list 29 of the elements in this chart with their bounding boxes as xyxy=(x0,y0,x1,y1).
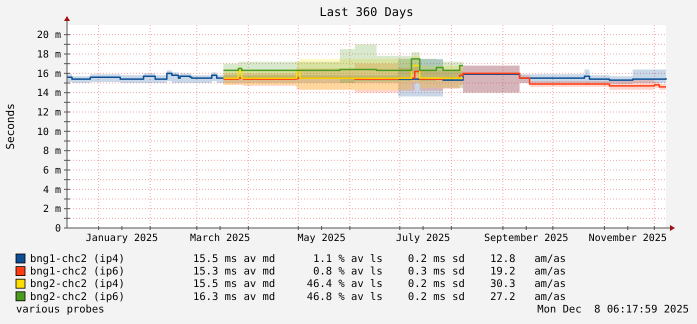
text: Mon Dec 8 06:17:59 2025 xyxy=(537,303,689,316)
legend-label: bng2-chc2 (ip6) xyxy=(30,290,125,303)
text: 15.5 ms av md 46.4 % av ls 0.2 ms sd 30.3 am/as xyxy=(193,278,566,290)
y-tick-label: 4 m xyxy=(42,184,61,196)
y-tick-label: 20 m xyxy=(36,30,61,42)
text: various probes xyxy=(16,303,105,316)
y-tick-label: 2 m xyxy=(42,204,61,216)
y-tick-label: 8 m xyxy=(42,146,61,158)
y-axis-title: Seconds xyxy=(4,103,17,150)
x-tick-label: July 2025 xyxy=(396,233,450,244)
x-tick-label: September 2025 xyxy=(484,233,568,244)
legend-label: bng1-chc2 (ip6) xyxy=(30,266,125,278)
x-tick-label: March 2025 xyxy=(190,233,250,244)
y-tick-label: 6 m xyxy=(42,166,61,176)
y-tick-label: 0 xyxy=(54,224,61,234)
y-tick-label: 14 m xyxy=(36,88,61,100)
x-tick-label: May 2025 xyxy=(297,233,346,244)
y-tick-label: 18 m xyxy=(36,50,61,60)
text: 16.3 ms av md 46.8 % av ls 0.2 ms sd 27.2 am/as xyxy=(193,290,566,303)
chart-title: Last 360 Days xyxy=(320,5,414,19)
text: 15.3 ms av md 0.8 % av ls 0.3 ms sd 19.2 am/as xyxy=(193,266,566,278)
y-tick-label: 12 m xyxy=(36,108,61,118)
y-tick-label: 16 m xyxy=(36,68,61,80)
legend-label: bng1-chc2 (ip4) xyxy=(30,253,125,265)
text: 15.5 ms av md 1.1 % av ls 0.2 ms sd 12.8 am/as xyxy=(193,253,566,265)
y-tick-label: 10 m xyxy=(36,126,61,138)
x-tick-label: January 2025 xyxy=(86,233,158,244)
legend-label: bng2-chc2 (ip4) xyxy=(30,278,125,290)
x-tick-label: November 2025 xyxy=(588,233,667,244)
